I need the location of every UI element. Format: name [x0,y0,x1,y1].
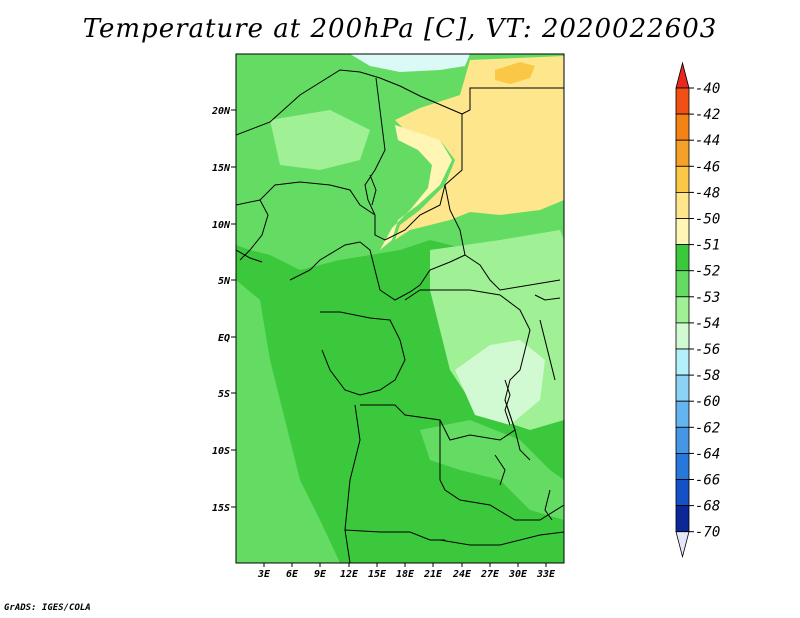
colorbar-bottom-arrow [675,531,690,559]
colorbar-swatch [675,87,690,115]
colorbar-swatch [675,322,690,350]
colorbar-label: -52 [695,264,720,280]
colorbar-swatch [675,191,690,219]
lon-label: 12E [340,569,359,580]
colorbar-label: -53 [695,290,720,306]
lon-label: 18E [396,569,415,580]
border-gabon-congo [320,311,406,396]
border-namibia [344,529,445,541]
colorbar-swatch [675,374,690,402]
border-angola [344,404,361,563]
colorbar-swatch [675,113,690,141]
colorbar-label: -50 [695,212,720,228]
colorbar-swatch [675,400,690,428]
border-cameroon [289,241,466,301]
colorbar: -40 -42 -44 -46 -48 -50 -51 -52 -53 -54 -56 -58 -60 -… [675,61,720,559]
field-region-orange [495,62,535,84]
temperature-field [236,54,564,563]
lon-label: 9E [314,569,327,580]
colorbar-label: -40 [695,81,720,97]
colorbar-swatch [675,348,690,376]
colorbar-top-arrow [675,61,690,89]
lon-label: 15E [368,569,387,580]
colorbar-label: -54 [695,316,720,332]
lat-label: 15N [212,163,231,174]
border-sudan [461,87,564,115]
border-east-5 [369,174,377,206]
lon-label: 27E [480,569,500,580]
longitude-axis: 3E 6E 9E 12E 15E 18E 21E 24E 27E 30E 33E [257,563,556,580]
lat-label: 10S [212,446,230,457]
border-east-1 [539,319,556,381]
colorbar-swatch [675,426,690,454]
colorbar-swatch [675,270,690,298]
colorbar-label: -58 [695,368,720,384]
lon-label: 21E [423,569,443,580]
colorbar-label: -48 [695,185,720,201]
colorbar-label: -51 [695,238,720,254]
lon-label: 6E [286,569,299,580]
lat-label: 5N [218,276,231,287]
colorbar-swatch [675,296,690,324]
credit-text: GrADS: IGES/COLA [4,603,91,613]
lon-label: 33E [536,569,556,580]
field-region-light-green-west [236,280,340,563]
map-frame [235,53,565,564]
border-nigeria [236,181,376,216]
border-lakes [494,379,553,521]
lon-label: 3E [257,569,271,580]
colorbar-swatch [675,139,690,167]
border-east-3 [534,294,561,301]
colorbar-label: -60 [695,394,720,410]
border-chad [444,184,561,291]
colorbar-label: -46 [695,159,720,175]
lat-label: 10N [212,220,231,231]
colorbar-swatch [675,165,690,193]
lat-label: 5S [218,389,230,400]
colorbar-swatch [675,479,690,507]
border-sahara [236,69,463,241]
field-region-light-green-south [420,420,564,520]
country-borders [236,69,564,563]
colorbar-label: -62 [695,420,720,436]
map-title: Temperature at 200hPa [C], VT: 202002260… [82,14,718,44]
colorbar-swatch [675,244,690,272]
lon-label: 30E [508,569,528,580]
colorbar-label: -44 [695,133,720,149]
latitude-axis: 20N 15N 10N 5N EQ 5S 10S 15S [211,106,236,514]
colorbar-label: -70 [695,525,720,541]
colorbar-swatch [675,505,690,533]
lat-label: 15S [212,503,230,514]
colorbar-swatch [675,452,690,480]
border-zambia [439,420,564,521]
colorbar-swatch [675,218,690,246]
field-region-cyan [350,54,470,72]
lon-label: 24E [452,569,472,580]
colorbar-label: -66 [695,473,720,489]
border-misc-2 [236,249,263,263]
colorbar-label: -56 [695,342,720,358]
lat-label: EQ [218,333,230,344]
field-region-yellow [395,56,564,240]
colorbar-label: -64 [695,446,720,462]
border-east-2 [504,399,531,461]
lat-label: 20N [211,106,231,117]
colorbar-label: -42 [695,107,720,123]
border-east-4 [439,531,564,546]
colorbar-label: -68 [695,499,720,515]
field-region-pale-yellow [380,125,452,250]
field-region-pale-green-nw [270,110,370,170]
border-misc-1 [239,199,269,261]
